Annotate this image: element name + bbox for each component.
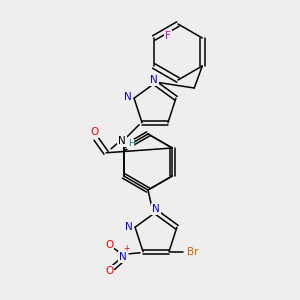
Text: O: O bbox=[105, 240, 113, 250]
Text: Br: Br bbox=[187, 247, 199, 257]
Text: O: O bbox=[105, 266, 113, 276]
Text: N: N bbox=[150, 75, 158, 85]
Text: N: N bbox=[118, 136, 126, 146]
Text: N: N bbox=[125, 222, 133, 232]
Text: N: N bbox=[152, 204, 160, 214]
Text: N: N bbox=[119, 252, 127, 262]
Text: H: H bbox=[128, 139, 134, 148]
Text: F: F bbox=[165, 31, 171, 41]
Text: N: N bbox=[124, 92, 132, 102]
Text: +: + bbox=[123, 244, 129, 253]
Text: O: O bbox=[90, 127, 98, 137]
